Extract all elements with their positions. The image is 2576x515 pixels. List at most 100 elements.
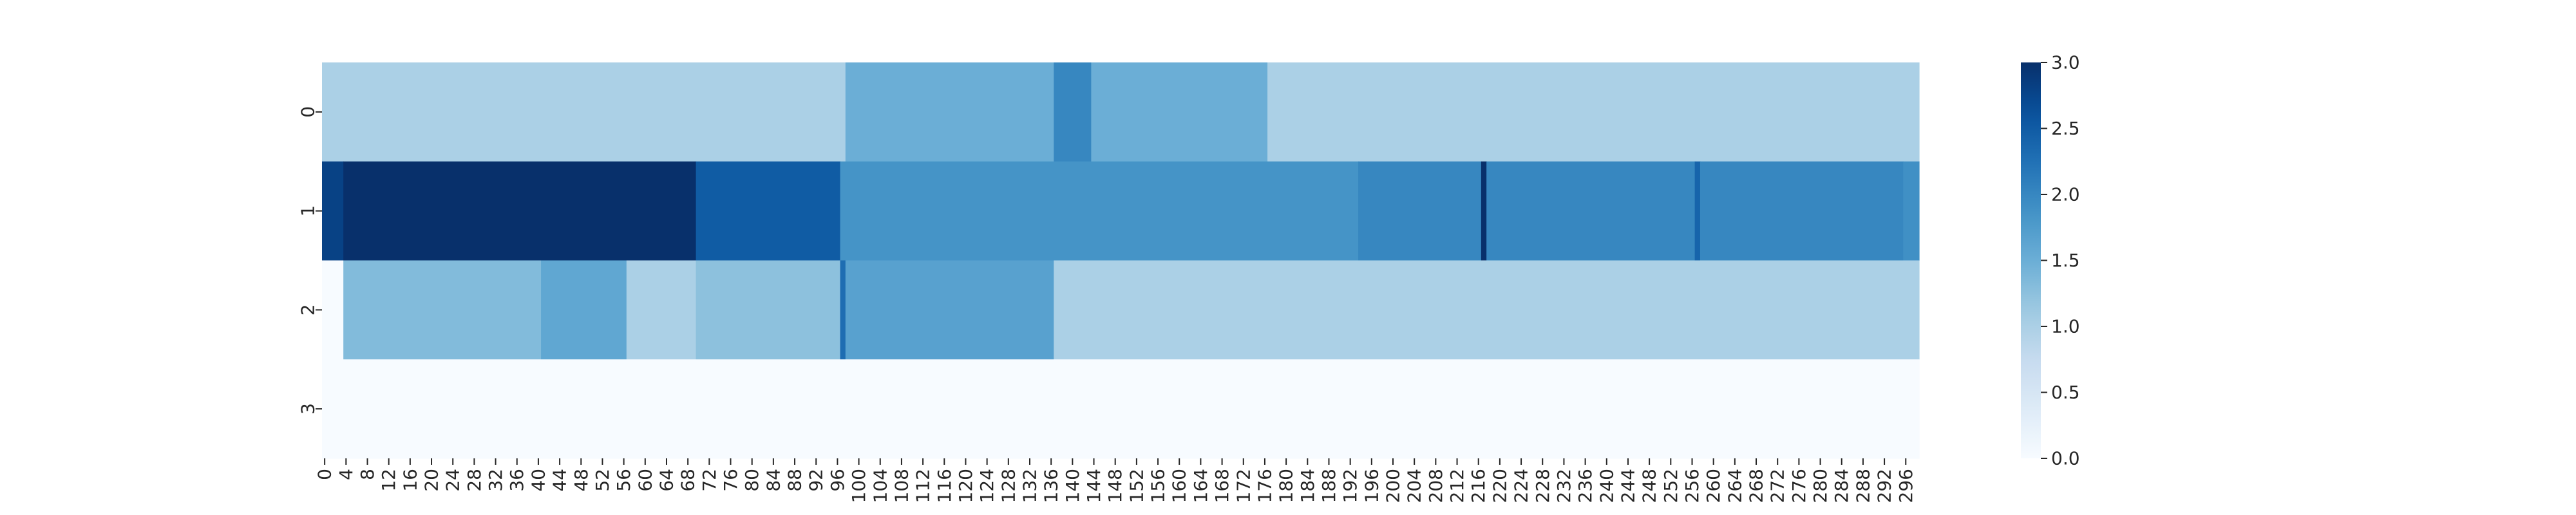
x-tick-label-176: 176: [1254, 469, 1275, 503]
x-tick-label-264: 264: [1724, 469, 1745, 503]
x-tick-label-4: 4: [336, 469, 357, 480]
x-tick-label-236: 236: [1575, 469, 1596, 503]
x-tick-label-292: 292: [1874, 469, 1895, 503]
x-tick-label-156: 156: [1148, 469, 1169, 503]
y-axis: 0 1 2 3: [298, 106, 322, 415]
x-tick-label-216: 216: [1468, 469, 1489, 503]
x-tick-label-112: 112: [913, 469, 934, 503]
colorbar: 0.0 0.5 1.0 1.5 2.0 2.5 3.0: [2021, 52, 2080, 469]
heatmap-cell-row-1-seg-4: [1358, 161, 1482, 261]
x-tick-label-228: 228: [1532, 469, 1553, 503]
x-axis: 0 4 8 12 16 20 24 28 32 36 40 44 48 52 56 60 64 68 72 76 80 8…: [314, 458, 1917, 503]
x-tick-label-188: 188: [1318, 469, 1340, 503]
y-tick-label-0: 0: [298, 106, 319, 118]
colorbar-tick-label-2.0: 2.0: [2051, 184, 2080, 205]
x-tick-label-200: 200: [1383, 469, 1404, 503]
x-tick-label-76: 76: [720, 469, 741, 492]
heatmap-cell-row-3-seg-0: [322, 359, 1920, 459]
x-tick-label-168: 168: [1211, 469, 1233, 503]
x-tick-label-64: 64: [656, 469, 677, 492]
x-tick-label-60: 60: [634, 469, 656, 492]
x-tick-label-164: 164: [1190, 469, 1211, 503]
x-tick-label-184: 184: [1297, 469, 1318, 503]
x-tick-label-8: 8: [357, 469, 378, 480]
heatmap-cell-row-0-seg-0: [322, 62, 846, 162]
heatmap-cell-row-0-seg-2: [1054, 62, 1092, 162]
y-tick-label-1: 1: [298, 205, 319, 217]
heatmap-cell-row-1-seg-0: [322, 161, 344, 261]
colorbar-tick-label-0.0: 0.0: [2051, 448, 2080, 469]
x-tick-label-160: 160: [1169, 469, 1190, 503]
x-tick-label-96: 96: [827, 469, 848, 492]
x-tick-label-116: 116: [934, 469, 955, 503]
x-tick-label-256: 256: [1681, 469, 1703, 503]
colorbar-tick-label-0.5: 0.5: [2051, 382, 2080, 403]
x-tick-label-260: 260: [1703, 469, 1724, 503]
colorbar-tick-label-3.0: 3.0: [2051, 52, 2080, 73]
x-tick-label-140: 140: [1062, 469, 1083, 503]
heatmap-cell-row-1-seg-3: [840, 161, 1359, 261]
x-tick-label-224: 224: [1511, 469, 1532, 503]
x-tick-label-252: 252: [1660, 469, 1681, 503]
heatmap-cell-row-1-seg-5: [1481, 161, 1487, 261]
colorbar-tick-label-1.0: 1.0: [2051, 316, 2080, 337]
x-tick-label-212: 212: [1446, 469, 1468, 503]
x-tick-label-56: 56: [613, 469, 634, 492]
x-tick-label-276: 276: [1788, 469, 1810, 503]
x-tick-label-192: 192: [1340, 469, 1361, 503]
x-tick-label-288: 288: [1852, 469, 1873, 503]
x-tick-label-148: 148: [1104, 469, 1126, 503]
x-tick-label-120: 120: [955, 469, 976, 503]
heatmap-cell-row-1-seg-1: [343, 161, 697, 261]
x-tick-label-296: 296: [1895, 469, 1917, 503]
x-tick-label-84: 84: [762, 469, 784, 492]
heatmap-cell-row-2-seg-1: [343, 260, 542, 360]
heatmap-cell-row-2-seg-0: [322, 260, 344, 360]
x-tick-label-36: 36: [506, 469, 527, 492]
x-tick-label-204: 204: [1404, 469, 1425, 503]
x-tick-label-136: 136: [1041, 469, 1062, 503]
x-tick-label-244: 244: [1617, 469, 1638, 503]
x-tick-label-280: 280: [1810, 469, 1831, 503]
x-tick-label-40: 40: [527, 469, 549, 492]
x-tick-label-132: 132: [1019, 469, 1040, 503]
x-tick-label-180: 180: [1276, 469, 1297, 503]
x-tick-label-248: 248: [1639, 469, 1660, 503]
x-tick-label-52: 52: [592, 469, 613, 492]
colorbar-tick-label-1.5: 1.5: [2051, 250, 2080, 271]
x-tick-label-80: 80: [741, 469, 762, 492]
x-tick-label-92: 92: [806, 469, 827, 492]
y-tick-label-3: 3: [298, 403, 319, 415]
x-tick-label-72: 72: [699, 469, 720, 492]
heatmap-cell-row-1-seg-6: [1486, 161, 1696, 261]
x-tick-label-284: 284: [1831, 469, 1852, 503]
heatmap-cell-row-1-seg-2: [696, 161, 841, 261]
heatmap-cell-row-0-seg-3: [1091, 62, 1268, 162]
heatmap-cell-row-2-seg-6: [845, 260, 1054, 360]
heatmap-cell-row-2-seg-3: [626, 260, 697, 360]
x-tick-label-68: 68: [677, 469, 699, 492]
x-tick-label-240: 240: [1596, 469, 1617, 503]
x-tick-label-28: 28: [464, 469, 485, 492]
heatmap-cell-row-0-seg-4: [1267, 62, 1920, 162]
colorbar-gradient: [2021, 62, 2041, 458]
x-tick-label-20: 20: [421, 469, 442, 492]
heatmap-cell-row-1-seg-7: [1694, 161, 1701, 261]
x-tick-label-128: 128: [998, 469, 1019, 503]
x-tick-label-44: 44: [549, 469, 571, 492]
x-tick-label-16: 16: [399, 469, 421, 492]
y-tick-label-2: 2: [298, 304, 319, 315]
x-tick-label-88: 88: [784, 469, 806, 492]
heatmap-cell-row-0-seg-1: [845, 62, 1054, 162]
heatmap-cell-row-2-seg-4: [696, 260, 841, 360]
x-tick-label-232: 232: [1553, 469, 1575, 503]
heatmap-cell-row-1-seg-8: [1700, 161, 1904, 261]
x-tick-label-100: 100: [848, 469, 869, 503]
x-tick-label-48: 48: [571, 469, 592, 492]
x-tick-label-0: 0: [314, 469, 336, 480]
x-tick-label-32: 32: [485, 469, 506, 492]
x-tick-label-196: 196: [1361, 469, 1382, 503]
heatmap-cell-row-2-seg-7: [1054, 260, 1920, 360]
x-tick-label-144: 144: [1083, 469, 1104, 503]
